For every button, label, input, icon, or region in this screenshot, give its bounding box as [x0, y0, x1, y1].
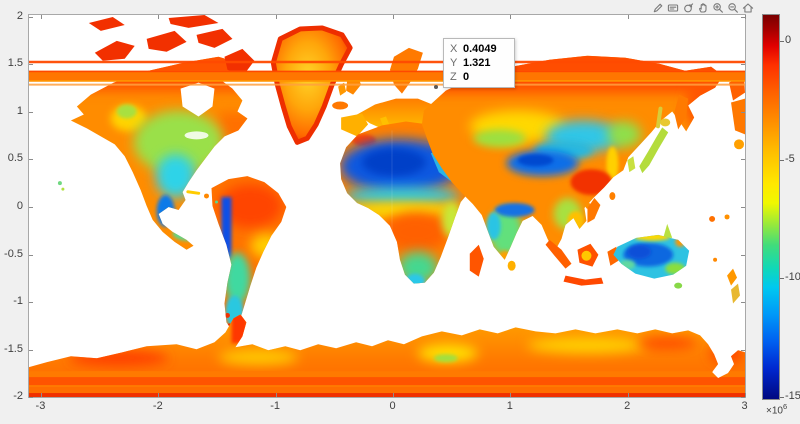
- y-tick: [29, 302, 33, 304]
- y-tick-label: 1: [16, 104, 23, 117]
- datatip-row-value: 1.321: [463, 57, 491, 69]
- y-tick-label: 0.5: [7, 152, 23, 165]
- home-icon[interactable]: [741, 1, 754, 14]
- zoom-out-icon[interactable]: [726, 1, 739, 14]
- colorbar-tick: [780, 159, 784, 161]
- y-tick: [29, 397, 33, 399]
- y-axis-labels: 2 1.5 1 0.5 0 -0.5 -1 -1.5 -2: [0, 10, 25, 403]
- zoom-in-icon[interactable]: [711, 1, 724, 14]
- y-tick: [741, 397, 745, 399]
- continent-australia: [613, 214, 741, 304]
- map-wrap-east-edge: [729, 74, 745, 150]
- colorbar-tick-label: -10: [785, 271, 800, 284]
- y-tick: [29, 111, 33, 113]
- datatip-row-value: 0: [463, 71, 470, 83]
- y-tick-label: -1.5: [4, 342, 23, 355]
- x-tick-label: 0: [389, 400, 396, 412]
- y-tick: [29, 159, 33, 161]
- horizontal-artifact-bands: [29, 60, 745, 300]
- x-tick: [627, 393, 629, 397]
- x-tick: [393, 15, 395, 19]
- colorbar-tick: [780, 278, 784, 280]
- colorbar-labels: 0 -5 -10 -15: [785, 14, 800, 403]
- rotate-3d-icon[interactable]: [681, 1, 694, 14]
- x-tick: [510, 393, 512, 397]
- y-tick-label: 2: [16, 9, 23, 22]
- x-tick: [40, 393, 42, 397]
- x-axis-labels: -3 -2 -1 0 1 2 3: [28, 400, 748, 414]
- x-tick: [158, 393, 160, 397]
- datatip-row: X 0.4049: [450, 42, 508, 56]
- brush-icon[interactable]: [651, 1, 664, 14]
- x-tick: [393, 393, 395, 397]
- x-tick: [745, 393, 747, 397]
- y-tick-label: -0.5: [4, 247, 23, 260]
- colorbar-tick-label: -15: [785, 390, 800, 403]
- y-tick: [741, 111, 745, 113]
- colorbar-tick-label: -5: [785, 152, 795, 165]
- x-tick: [158, 15, 160, 19]
- y-tick: [741, 16, 745, 18]
- colorbar-tick: [780, 397, 784, 399]
- x-axis-exponent: ×106: [766, 402, 788, 417]
- datatip-icon[interactable]: [666, 1, 679, 14]
- y-tick: [741, 159, 745, 161]
- colorbar: [762, 14, 784, 400]
- datatip-row-label: X: [450, 43, 458, 55]
- y-tick: [29, 16, 33, 18]
- x-tick: [510, 15, 512, 19]
- y-tick-label: -2: [13, 390, 23, 403]
- datatip-row-value: 0.4049: [463, 43, 497, 55]
- y-tick: [741, 302, 745, 304]
- y-tick: [741, 349, 745, 351]
- x-tick-label: -2: [152, 400, 163, 412]
- y-tick: [741, 207, 745, 209]
- x-tick: [275, 15, 277, 19]
- x-tick-label: 1: [506, 400, 513, 412]
- y-tick-label: 0: [16, 200, 23, 213]
- y-tick: [29, 207, 33, 209]
- x-tick-label: 3: [741, 400, 748, 412]
- x-tick-label: 2: [624, 400, 631, 412]
- datatip-row-label: Z: [450, 71, 457, 83]
- datatip-anchor: [434, 85, 438, 89]
- y-tick: [29, 64, 33, 66]
- x-tick: [275, 393, 277, 397]
- x-tick: [627, 15, 629, 19]
- y-tick: [29, 349, 33, 351]
- x-tick: [745, 15, 747, 19]
- datatip[interactable]: X 0.4049 Y 1.321 Z 0: [443, 38, 515, 88]
- x-tick: [40, 15, 42, 19]
- x-tick-label: -1: [270, 400, 281, 412]
- pan-icon[interactable]: [696, 1, 709, 14]
- colorbar-tick: [780, 40, 784, 42]
- y-tick-label: -1: [13, 295, 23, 308]
- datatip-row: Y 1.321: [450, 56, 508, 70]
- y-tick-label: 1.5: [7, 57, 23, 70]
- y-tick: [741, 254, 745, 256]
- colorbar-tick-label: 0: [785, 33, 792, 46]
- continent-south-america: [211, 176, 287, 333]
- datatip-row-label: Y: [450, 57, 458, 69]
- x-tick-label: -3: [35, 400, 46, 412]
- y-tick: [29, 254, 33, 256]
- antarctica: [29, 314, 745, 397]
- world-heatmap: [29, 15, 745, 397]
- y-tick: [741, 64, 745, 66]
- axes-toolbar: [651, 1, 754, 14]
- arctic-islands: [88, 15, 255, 77]
- caribbean-islands: [57, 181, 218, 204]
- plot-area[interactable]: [28, 14, 747, 399]
